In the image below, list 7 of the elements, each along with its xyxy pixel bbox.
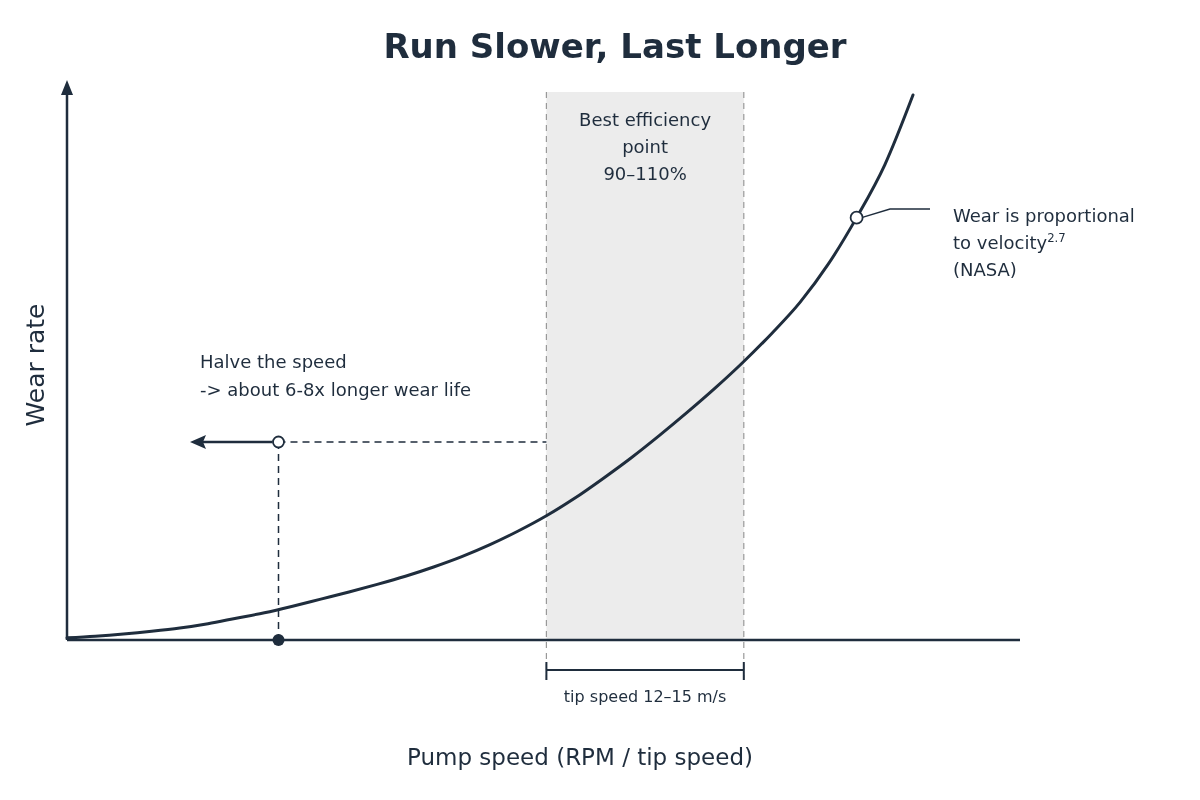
text: tip speed 12–15 m/s	[563, 687, 727, 706]
chart-title: Run Slower, Last Longer	[383, 26, 847, 66]
x-axis-title: Pump speed (RPM / tip speed)	[407, 744, 753, 770]
y-axis-title: Wear rate	[21, 303, 50, 427]
annotation: Best efficiency point 90–110%	[579, 109, 712, 184]
text: Wear is proportional to velocity$^{2.7}$ (NASA)	[953, 205, 1135, 280]
annotation: Halve the speed -> about 6-8x longer wear life	[200, 351, 472, 400]
